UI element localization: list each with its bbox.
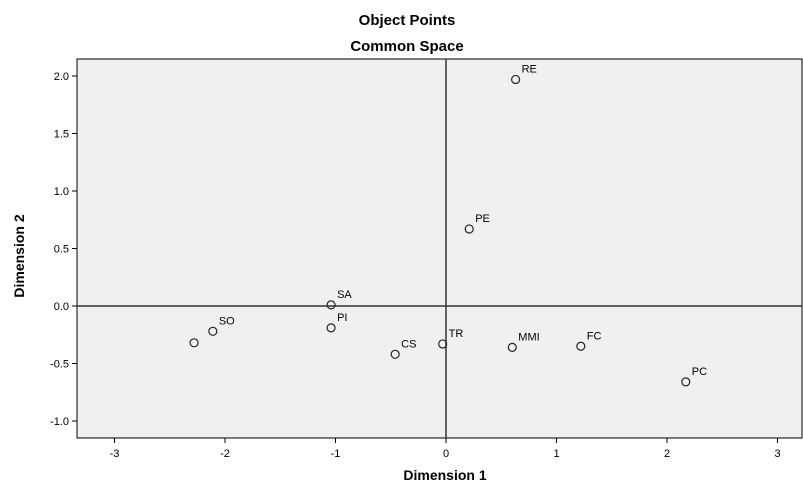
data-point bbox=[507, 342, 517, 352]
data-points: RE PE SA PI SO CS TR MMI FC PC bbox=[189, 63, 707, 387]
data-point-label: PE bbox=[475, 213, 490, 225]
data-point bbox=[576, 341, 586, 351]
data-point bbox=[511, 74, 521, 85]
y-tick-label: 0.5 bbox=[54, 244, 69, 256]
data-point-label: CS bbox=[401, 338, 416, 350]
plot-area bbox=[76, 58, 803, 439]
data-point bbox=[326, 300, 336, 310]
x-axis-label: Dimension 1 bbox=[403, 467, 486, 483]
x-tick-label: -2 bbox=[220, 448, 230, 460]
x-tick-label: 3 bbox=[774, 448, 780, 460]
data-point-label: SO bbox=[219, 315, 235, 327]
y-tick-label: 1.0 bbox=[54, 186, 69, 198]
y-tick-label: 2.0 bbox=[54, 71, 69, 83]
axis-ticks: -3 -2 -1 0 1 2 3 -1.0 -0.5 0.0 0.5 1.0 1.5 2.0 bbox=[50, 71, 781, 460]
data-point bbox=[326, 323, 336, 333]
y-tick-label: 1.5 bbox=[54, 129, 69, 141]
data-point bbox=[438, 339, 448, 349]
data-point bbox=[390, 349, 400, 359]
chart-subtitle: Common Space bbox=[350, 38, 463, 55]
data-point-label: PC bbox=[692, 366, 707, 378]
data-point-label: PI bbox=[337, 312, 347, 324]
x-tick-label: 1 bbox=[553, 448, 559, 460]
y-axis-label: Dimension 2 bbox=[11, 214, 27, 297]
data-point bbox=[208, 326, 218, 336]
y-tick-label: -1.0 bbox=[50, 416, 69, 428]
y-tick-label: -0.5 bbox=[50, 359, 69, 371]
data-point-label: FC bbox=[587, 330, 602, 342]
data-point bbox=[189, 338, 199, 348]
data-point-label: SA bbox=[337, 289, 352, 301]
data-point-label: MMI bbox=[518, 331, 539, 343]
chart-title: Object Points bbox=[359, 12, 456, 29]
data-point bbox=[464, 224, 474, 234]
x-tick-label: -1 bbox=[331, 448, 341, 460]
y-tick-label: 0.0 bbox=[54, 301, 69, 313]
x-tick-label: 2 bbox=[664, 448, 670, 460]
x-tick-label: -3 bbox=[110, 448, 120, 460]
x-tick-label: 0 bbox=[443, 448, 449, 460]
data-point bbox=[681, 377, 691, 387]
data-point-label: RE bbox=[522, 63, 537, 75]
data-point-label: TR bbox=[449, 328, 464, 340]
